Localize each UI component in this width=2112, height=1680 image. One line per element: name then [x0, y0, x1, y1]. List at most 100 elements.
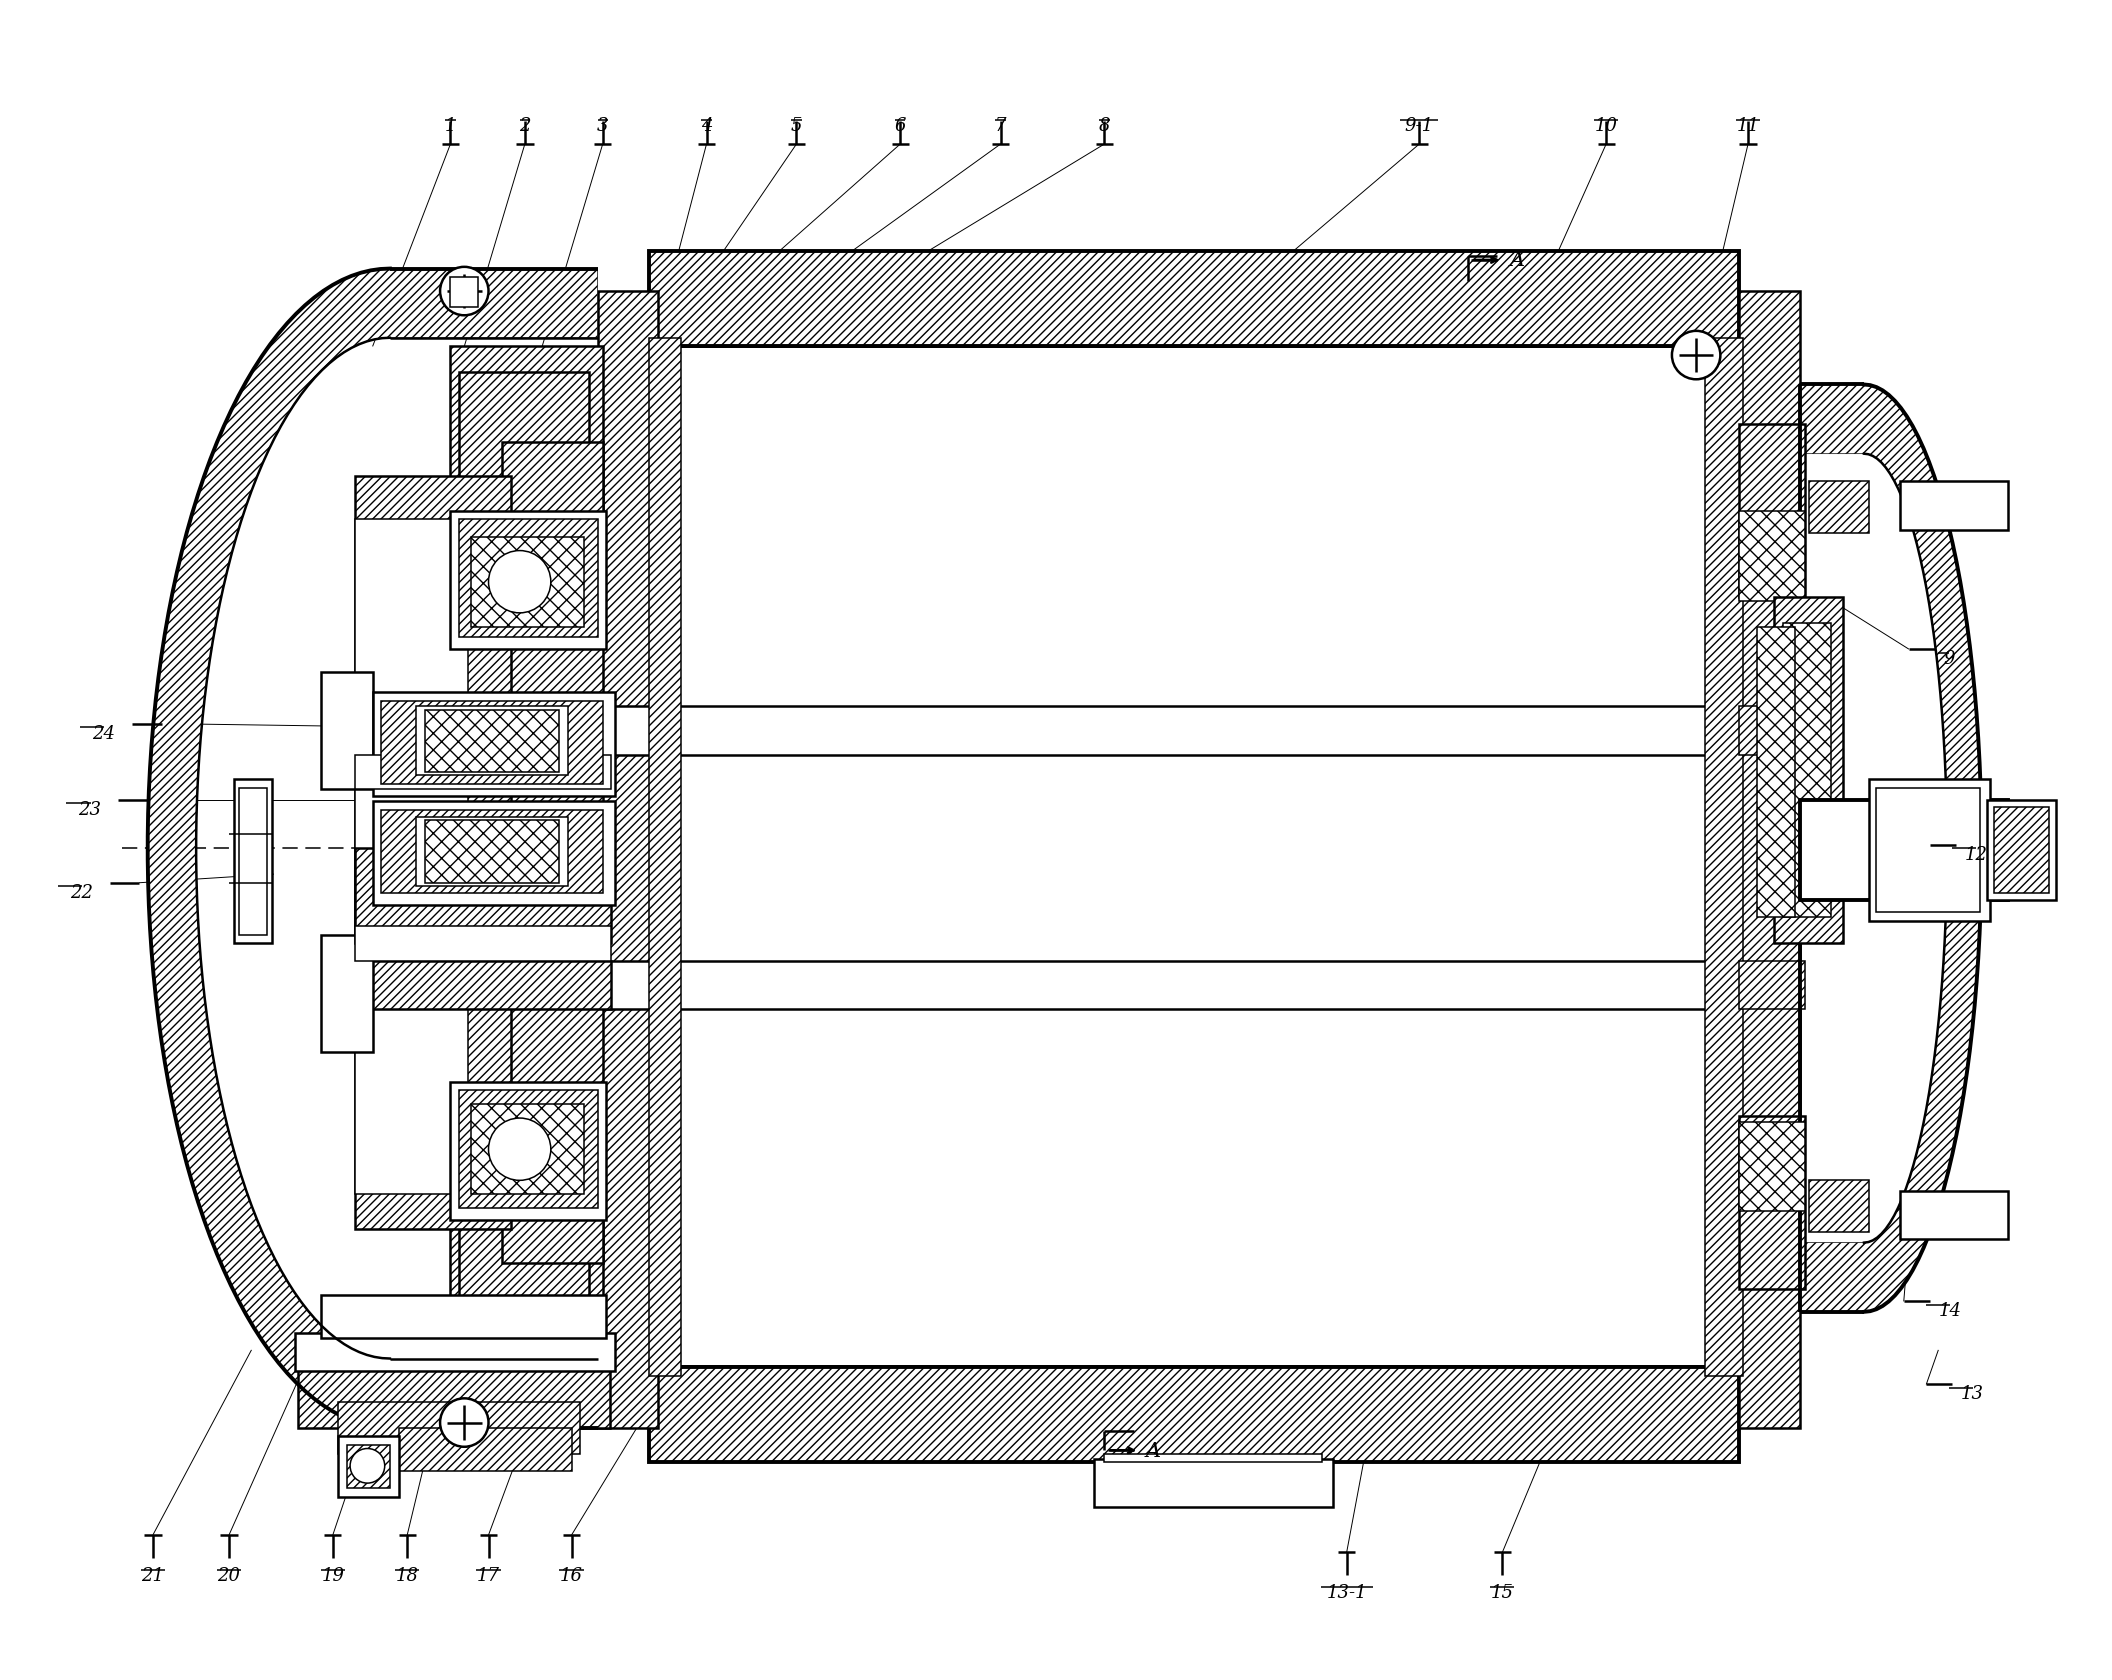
Text: A: A [1510, 252, 1525, 270]
Bar [450, 511, 606, 650]
PathPatch shape [148, 269, 598, 1428]
Text: 5: 5 [790, 118, 803, 134]
Bar [648, 348, 1740, 1368]
Text: A: A [1147, 1441, 1162, 1460]
Bar [338, 1436, 399, 1497]
Bar [234, 780, 272, 944]
Bar [1994, 806, 2049, 894]
Text: 14: 14 [1939, 1302, 1962, 1320]
Bar [1740, 292, 1799, 1428]
Bar [648, 339, 680, 1376]
Bar [296, 1332, 615, 1371]
Text: 13: 13 [1960, 1384, 1983, 1403]
Text: 16: 16 [560, 1566, 583, 1584]
Text: 9: 9 [1943, 650, 1956, 667]
Text: 2: 2 [520, 118, 530, 134]
Bar [1783, 623, 1831, 917]
Bar [450, 1082, 606, 1220]
Bar [1740, 1122, 1806, 1211]
Bar [1808, 1181, 1869, 1233]
Bar [1740, 1117, 1806, 1290]
Bar [458, 1090, 598, 1208]
Bar [416, 707, 568, 776]
Bar [372, 694, 615, 796]
Bar [355, 848, 610, 944]
Bar [346, 1445, 391, 1488]
Bar [471, 1104, 583, 1194]
Bar [338, 1401, 581, 1453]
Bar [1987, 800, 2055, 900]
Bar [1740, 425, 1806, 598]
Bar [648, 252, 1740, 348]
Bar [425, 711, 560, 773]
Bar [1740, 511, 1806, 601]
Text: 18: 18 [395, 1566, 418, 1584]
Bar [321, 672, 372, 790]
Text: 15: 15 [1491, 1584, 1514, 1601]
Bar [1740, 961, 1806, 1010]
Bar [1808, 482, 1869, 534]
Bar [298, 1368, 610, 1428]
Text: 17: 17 [477, 1566, 501, 1584]
Bar [355, 961, 610, 1010]
Text: 6: 6 [895, 118, 906, 134]
Bar [471, 538, 583, 627]
Circle shape [488, 551, 551, 613]
Text: 21: 21 [142, 1566, 165, 1584]
Bar [1105, 1453, 1322, 1463]
Bar [458, 1208, 589, 1356]
Text: 11: 11 [1736, 118, 1759, 134]
Bar [1774, 598, 1844, 944]
Bar [598, 707, 1740, 756]
Bar [1875, 788, 1979, 912]
Bar [355, 707, 610, 756]
Text: 20: 20 [218, 1566, 241, 1584]
Bar [1799, 800, 2009, 900]
Bar [355, 477, 511, 1230]
Bar [382, 811, 602, 894]
Bar [598, 961, 1740, 1010]
Bar [355, 926, 610, 961]
Text: 19: 19 [321, 1566, 344, 1584]
Bar [450, 279, 477, 307]
Bar [239, 788, 266, 936]
Text: 23: 23 [78, 800, 101, 818]
Bar [450, 1194, 602, 1368]
Bar [1901, 1191, 2009, 1240]
Text: 1: 1 [446, 118, 456, 134]
Bar [355, 521, 467, 1194]
Text: 22: 22 [70, 884, 93, 900]
Bar [458, 521, 598, 638]
Text: 4: 4 [701, 118, 712, 134]
Text: 7: 7 [995, 118, 1007, 134]
Text: 12: 12 [1964, 845, 1987, 864]
Bar [1704, 339, 1742, 1376]
Text: 9-1: 9-1 [1404, 118, 1434, 134]
Bar [1901, 482, 2009, 531]
Bar [425, 822, 560, 884]
Text: 3: 3 [598, 118, 608, 134]
Bar [450, 348, 602, 534]
PathPatch shape [1799, 385, 1981, 1312]
Bar [321, 1295, 606, 1337]
Text: 24: 24 [93, 724, 116, 743]
Bar [648, 1368, 1740, 1463]
Bar [416, 818, 568, 887]
Bar [458, 373, 589, 521]
Bar [598, 292, 659, 1428]
Bar [399, 1428, 572, 1472]
Circle shape [439, 1398, 488, 1446]
Bar [1094, 1458, 1333, 1507]
Bar [382, 702, 602, 785]
Bar [355, 756, 610, 790]
Bar [503, 442, 602, 1263]
Bar [1757, 627, 1795, 917]
Circle shape [439, 267, 488, 316]
Text: 10: 10 [1595, 118, 1618, 134]
Bar [1740, 707, 1806, 756]
Circle shape [1673, 331, 1721, 380]
Circle shape [351, 1448, 384, 1483]
Text: 13-1: 13-1 [1326, 1584, 1366, 1601]
Text: 8: 8 [1098, 118, 1111, 134]
Bar [321, 936, 372, 1053]
